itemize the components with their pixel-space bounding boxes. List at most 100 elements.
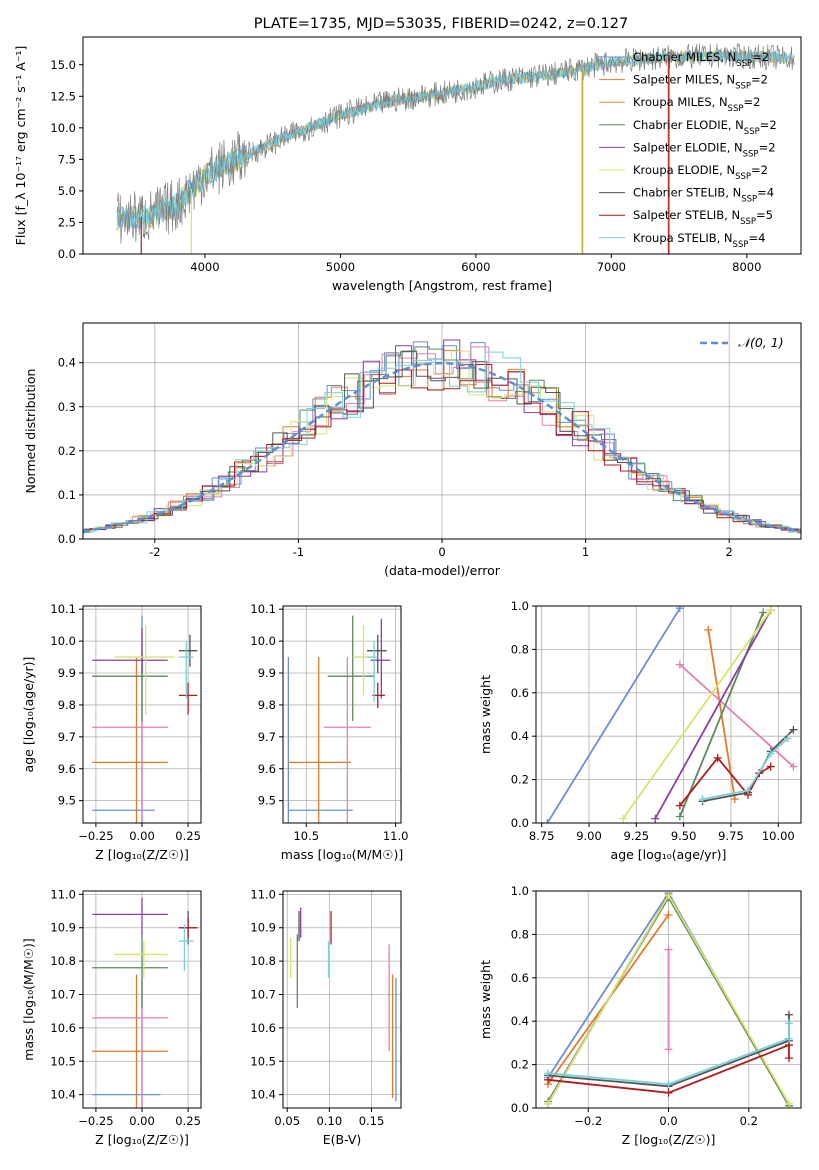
y-tick-label: 9.5 — [258, 794, 276, 808]
legend-subscript: SSP — [735, 82, 751, 92]
axes-frame — [282, 605, 402, 824]
weight-marker — [789, 762, 798, 771]
x-tick-label: −0.2 — [574, 1114, 602, 1128]
legend-text: Salpeter STELIB, N — [633, 208, 740, 222]
x-tick-label: 9.25 — [624, 829, 650, 843]
errorbar-point — [92, 650, 168, 721]
weight-marker — [664, 1088, 673, 1097]
legend-text: Salpeter MILES, N — [633, 73, 735, 87]
weight-line — [679, 612, 764, 817]
errorbar-point — [114, 625, 176, 715]
legend-label: Chabrier MILES, NSSP=2 — [633, 50, 769, 69]
x-tick-label: −0.25 — [78, 1114, 113, 1128]
y-tick-label: 9.8 — [58, 698, 76, 712]
weight-marker — [766, 749, 775, 758]
weight-marker — [789, 725, 798, 734]
x-tick-label: 0.05 — [274, 1114, 300, 1128]
weight-marker — [544, 1069, 553, 1078]
legend-label: Salpeter MILES, NSSP=2 — [633, 73, 768, 92]
plot-area — [92, 897, 198, 1108]
x-tick-label: 6000 — [461, 260, 490, 274]
legend-tail: =2 — [751, 73, 768, 87]
legend-label: Salpeter STELIB, NSSP=5 — [633, 208, 773, 227]
histogram-series — [83, 364, 801, 533]
plot-area — [543, 606, 798, 823]
y-tick-label: 0.3 — [58, 400, 76, 414]
x-tick-label: 0.10 — [317, 1114, 343, 1128]
x-tick-label: 0.25 — [175, 829, 201, 843]
gaussian-curve — [83, 361, 801, 533]
y-tick-label: 0.2 — [511, 773, 529, 787]
weight-marker — [664, 945, 673, 954]
weight-marker — [730, 795, 739, 804]
weight-marker — [664, 910, 673, 919]
legend-text: Kroupa STELIB, N — [633, 231, 733, 245]
legend-tail: =4 — [757, 186, 774, 200]
weight-marker — [784, 1034, 793, 1043]
panel-mass-Z: −0.25 0.00 0.25 10.4 10.5 10.6 10.7 10.8 10.9 11.… — [21, 887, 202, 1147]
legend-tail: =2 — [759, 140, 776, 154]
x-tick-label: 4000 — [190, 260, 219, 274]
panel-age-mass: 10.5 11.0 9.5 9.6 9.7 9.8 9.9 10.0 10.1 mass [log… — [250, 602, 408, 862]
y-tick-label: 10.9 — [250, 921, 276, 935]
x-axis-label: Z [log₁₀(Z/Z☉)] — [622, 1132, 716, 1147]
legend-tail: =2 — [752, 50, 769, 64]
legend-label: 𝒩(0, 1) — [738, 335, 784, 350]
x-axis-label: (data-model)/error — [384, 563, 501, 578]
errorbar-point — [178, 917, 198, 938]
x-axis-label: wavelength [Angstrom, rest frame] — [332, 278, 552, 293]
y-tick-label: 10.1 — [250, 602, 276, 616]
panel-age-Z: −0.25 0.00 0.25 9.5 9.6 9.7 9.8 9.9 10.0 10.1 Z [l… — [21, 602, 202, 862]
legend-subscript: SSP — [741, 195, 757, 205]
x-axis-label: E(B-V) — [323, 1132, 362, 1147]
weight-series — [544, 1019, 793, 1089]
legend-subscript: SSP — [733, 240, 749, 250]
errorbar-point — [92, 974, 168, 1108]
legend-subscript: SSP — [736, 59, 752, 69]
weight-series — [544, 891, 793, 1108]
model-spectrum — [116, 49, 795, 231]
x-tick-label: 10.00 — [762, 829, 795, 843]
y-tick-label: 0.8 — [511, 642, 529, 656]
panel-weight-Z: −0.2 0.0 0.2 0.0 0.2 0.4 0.6 0.8 1.0 Z [log₁₀(Z/Z… — [478, 884, 802, 1147]
axes-frame — [82, 36, 802, 255]
panel-weight-age: 8.75 9.00 9.25 9.50 9.75 10.00 0.0 0.2 0.4 0.6 0.8… — [478, 599, 802, 862]
legend-subscript: SSP — [728, 104, 744, 114]
weight-series — [675, 753, 775, 810]
errorbar-point — [178, 634, 198, 667]
y-tick-label: 0.2 — [58, 444, 76, 458]
weight-series — [664, 945, 673, 1054]
legend-label: Chabrier STELIB, NSSP=4 — [633, 186, 774, 205]
plot-area — [83, 339, 801, 534]
weight-marker — [664, 1045, 673, 1054]
weight-line — [547, 1023, 790, 1086]
y-tick-label: 1.0 — [511, 884, 529, 898]
x-tick-label: 8000 — [732, 260, 761, 274]
model-spectrum — [116, 50, 795, 228]
x-axis-label: age [log₁₀(age/yr)] — [611, 847, 727, 862]
legend-subscript: SSP — [744, 127, 760, 137]
weight-marker — [784, 1019, 793, 1028]
y-axis-label: Flux [f_λ 10⁻¹⁷ erg cm⁻² s⁻¹ A⁻¹] — [13, 46, 28, 246]
weight-marker — [783, 734, 792, 743]
weight-line — [546, 607, 681, 823]
x-axis-label: mass [log₁₀(M/M☉)] — [281, 847, 403, 862]
legend-tail: =2 — [760, 118, 777, 132]
axes-frame — [282, 890, 402, 1109]
weight-marker — [664, 891, 673, 900]
y-tick-label: 5.0 — [58, 184, 76, 198]
errorbar-point — [92, 977, 161, 1108]
errorbar-point — [92, 934, 168, 1008]
y-tick-label: 9.6 — [58, 762, 76, 776]
legend-text: Chabrier ELODIE, N — [633, 118, 744, 132]
weight-line — [547, 1043, 790, 1094]
weight-marker — [619, 814, 628, 823]
histogram-series — [83, 350, 801, 532]
errorbar-point — [92, 657, 168, 823]
axes-frame — [535, 605, 802, 824]
y-tick-label: 10.8 — [50, 954, 76, 968]
x-tick-label: 9.00 — [576, 829, 602, 843]
y-tick-label: 10.5 — [250, 1054, 276, 1068]
legend-label: Chabrier ELODIE, NSSP=2 — [633, 118, 777, 137]
